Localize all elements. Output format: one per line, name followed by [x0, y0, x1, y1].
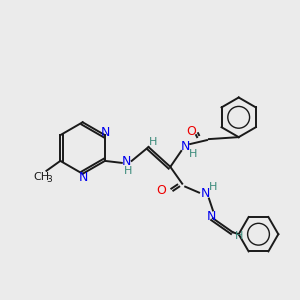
Text: H: H [124, 166, 132, 176]
Text: N: N [206, 210, 216, 223]
Text: H: H [209, 182, 217, 192]
Text: 3: 3 [46, 175, 52, 184]
Text: H: H [235, 231, 243, 241]
Text: N: N [181, 140, 190, 152]
Text: H: H [149, 137, 158, 147]
Text: N: N [79, 171, 88, 184]
Text: O: O [157, 184, 166, 197]
Text: N: N [200, 187, 210, 200]
Text: H: H [189, 149, 197, 159]
Text: O: O [186, 125, 196, 138]
Text: CH: CH [33, 172, 50, 182]
Text: N: N [101, 126, 111, 139]
Text: N: N [122, 155, 131, 168]
